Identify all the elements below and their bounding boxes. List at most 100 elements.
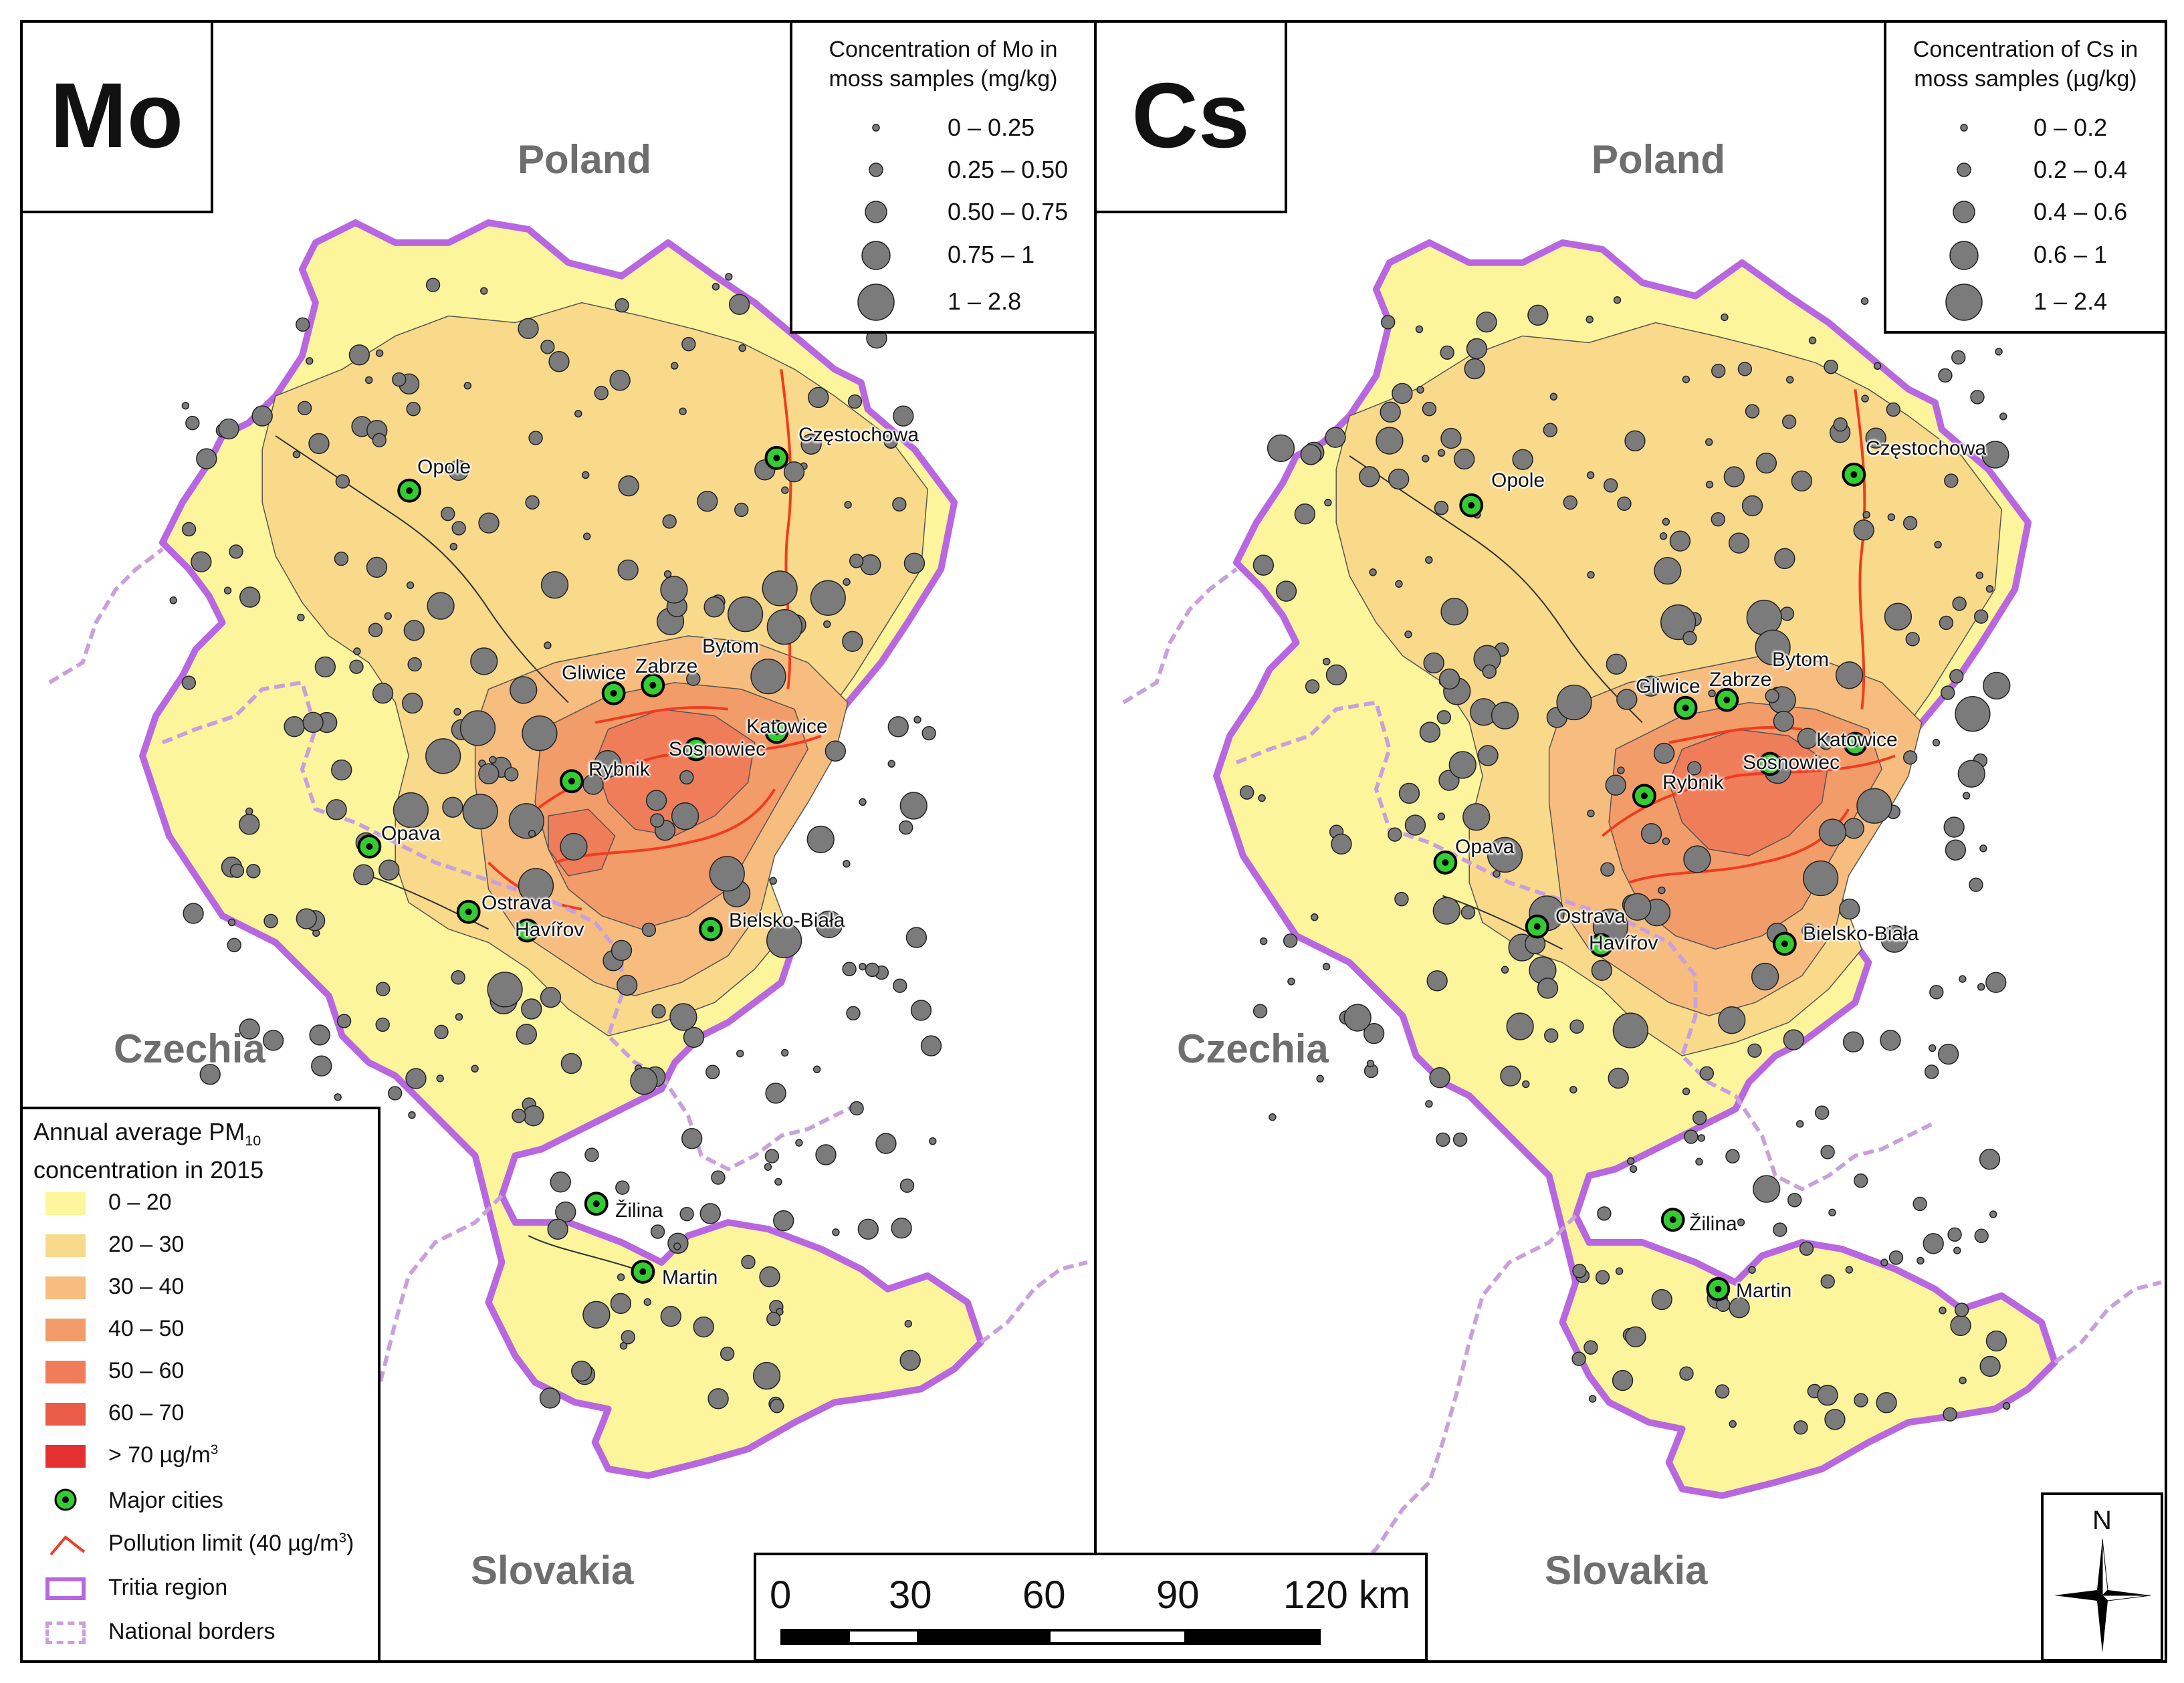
moss-sample-point [1985,972,2007,994]
city-label-czestochowa: Częstochowa [798,424,919,446]
moss-sample-point [471,1064,479,1073]
country-label-poland: Poland [518,137,652,182]
moss-sample-point [393,792,429,828]
moss-sample-point [1669,530,1691,552]
moss-sample-point [764,1163,772,1171]
moss-sample-point [1985,585,1994,593]
element-label-box-mo: Mo [23,23,213,213]
moss-sample-point [766,922,802,959]
moss-sample-point [1682,631,1697,646]
moss-sample-point [645,790,667,811]
moss-sample-point [699,1203,721,1224]
moss-sample-point [1588,1395,1597,1403]
moss-sample-point [1324,498,1332,507]
moss-sample-point [1729,1297,1750,1319]
moss-sample-point [1586,316,1594,324]
moss-sample-point [847,394,863,409]
moss-sample-point [353,864,374,885]
moss-sample-point [462,794,498,830]
moss-sample-point [1381,315,1396,330]
moss-sample-point [571,1360,592,1382]
major-city-marker-dot [568,778,575,785]
major-city-marker-dot [1640,792,1648,800]
moss-sample-point [891,1218,912,1239]
element-label-mo: Mo [49,64,184,167]
moss-sample-point [470,647,498,675]
moss-sample-point [1359,466,1380,487]
moss-sample-point [447,459,469,481]
moss-sample-point [1477,745,1499,766]
moss-sample-point [1715,1384,1730,1399]
moss-sample-point [1887,513,1896,522]
moss-sample-point [1995,348,2003,356]
major-city-marker-dot [773,454,780,461]
moss-sample-point [1969,877,1983,892]
moss-sample-point [1432,897,1460,925]
size-class-2-symbol [1957,162,1971,177]
moss-sample-point [849,554,864,568]
moss-sample-point [408,1111,416,1119]
city-label-opole: Opole [417,456,471,478]
moss-sample-point [239,1018,260,1040]
moss-sample-point [641,922,657,937]
moss-sample-point [326,799,347,820]
moss-sample-point [705,1064,720,1079]
moss-sample-point [239,586,261,608]
moss-sample-point [1787,1193,1802,1208]
moss-sample-point [1603,478,1618,493]
moss-sample-point [348,344,370,366]
moss-sample-point [1454,448,1475,470]
moss-sample-point [1796,1120,1804,1128]
moss-sample-point [1448,751,1477,779]
moss-sample-point [621,1330,635,1345]
city-label-havirov: Havířov [1589,932,1658,954]
moss-sample-point [1941,685,1955,700]
moss-sample-point [1404,814,1426,836]
size-class-4-symbol [1949,241,1979,270]
moss-sample-point [1728,532,1750,554]
moss-sample-point [611,939,633,962]
moss-sample-point [1721,313,1729,322]
moss-sample-point [392,372,407,387]
moss-sample-point [1861,395,1869,403]
moss-sample-point [662,514,677,529]
moss-sample-point [1959,975,1967,983]
moss-sample-point [372,433,387,448]
moss-sample-point [766,1311,781,1327]
moss-sample-point [407,657,422,672]
moss-sample-point [1259,937,1268,945]
country-label-czechia: Czechia [114,1026,265,1071]
moss-sample-point [1252,554,1275,576]
city-label-bytom: Bytom [702,635,760,657]
moss-sample-point [815,1144,837,1165]
size-class-5-label: 1 – 2.4 [2034,288,2108,315]
moss-sample-point [1917,1256,1925,1265]
moss-sample-point [1773,710,1795,732]
moss-sample-point [1962,792,1971,800]
moss-sample-point [1563,495,1577,510]
scale-tick-90: 90 [1156,1573,1200,1617]
moss-sample-point [1981,441,2009,469]
moss-sample-point [1311,913,1319,921]
moss-sample-point [1751,962,1779,991]
moss-sample-point [1856,788,1892,824]
moss-sample-point [1605,774,1626,796]
moss-sample-point [842,962,857,976]
moss-sample-point [618,475,639,497]
moss-sample-point [1556,684,1592,721]
moss-sample-point [1571,1351,1586,1366]
moss-sample-point [1440,345,1454,360]
city-label-ostrava: Ostrava [1555,905,1626,927]
moss-sample-point [1880,925,1908,953]
moss-sample-point [893,978,907,993]
city-markers-mo [357,445,789,1284]
moss-sample-point [1436,1132,1450,1147]
moss-sample-point [1440,427,1462,449]
size-class-3-label: 0.4 – 0.6 [2034,198,2128,225]
size-class-4-label: 0.75 – 1 [948,241,1035,268]
moss-sample-point [738,344,746,352]
moss-sample-point [1651,1288,1672,1311]
moss-sample-point [1294,503,1316,525]
moss-sample-point [679,770,694,785]
pm-class-label-sup: 3 [210,1442,219,1458]
